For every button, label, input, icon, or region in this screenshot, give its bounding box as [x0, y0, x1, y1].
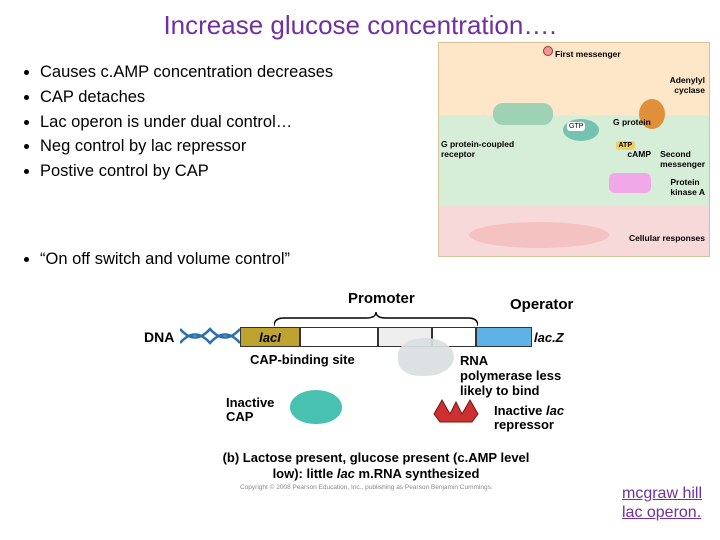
dna-helix-icon [180, 326, 240, 346]
first-messenger-icon [543, 46, 553, 56]
label-camp: cAMP [627, 149, 651, 159]
main-bullets: Causes c.AMP concentration decreases CAP… [22, 60, 333, 184]
source-link[interactable]: mcgraw hill lac operon. [622, 484, 702, 522]
label-adenylyl: Adenylyl cyclase [670, 75, 705, 95]
bullet-item: Neg control by lac repressor [40, 134, 333, 159]
segment-cap-site [300, 327, 378, 347]
label-pka: Protein kinase A [670, 177, 705, 197]
label-lacz: lac.Z [534, 330, 564, 345]
bullet-item: CAP detaches [40, 85, 333, 110]
copyright-text: Copyright © 2008 Pearson Education, Inc.… [240, 484, 493, 491]
label-rnap: RNA polymerase less likely to bind [460, 354, 561, 399]
rnap-shape [398, 338, 454, 376]
figure-caption: (b) Lactose present, glucose present (c.… [176, 450, 576, 481]
text: m.RNA synthesized [355, 466, 480, 481]
text-italic: lac [546, 403, 564, 418]
signaling-diagram: First messenger Adenylyl cyclase GTP G p… [438, 42, 710, 257]
bullet-item: Postive control by CAP [40, 159, 333, 184]
label-gtp: GTP [567, 122, 585, 131]
label-operator: Operator [510, 296, 573, 313]
operon-diagram: Promoter Operator DNA lacI lac.Z CAP-bin… [140, 290, 580, 490]
slide-title: Increase glucose concentration…. [0, 0, 720, 41]
brace-icon [274, 312, 478, 326]
quote-bullet: “On off switch and volume control” [22, 250, 290, 269]
text: (b) Lactose present, glucose present (c.… [223, 450, 530, 465]
label-cell-responses: Cellular responses [629, 233, 705, 243]
segment-lacz [476, 327, 532, 347]
inactive-repressor-shape [428, 394, 484, 424]
text: low): little [273, 466, 337, 481]
bullet-item: Causes c.AMP concentration decreases [40, 60, 333, 85]
label-gprotein: G protein [613, 117, 651, 127]
label-first-messenger: First messenger [555, 49, 621, 59]
label-dna: DNA [144, 329, 174, 345]
text: repressor [494, 417, 554, 432]
label-inactive-repressor: Inactive lac repressor [494, 404, 564, 433]
label-gpcr: G protein-coupled receptor [441, 139, 514, 159]
label-second-messenger: Second messenger [660, 149, 705, 169]
dna-track: lacI [240, 327, 532, 347]
text-italic: lac [337, 466, 355, 481]
bullet-item: Lac operon is under dual control… [40, 110, 333, 135]
receptor-shape [493, 103, 553, 125]
segment-laci: lacI [240, 327, 300, 347]
quote-text: “On off switch and volume control” [40, 250, 290, 269]
cell-response-shape [469, 222, 609, 248]
pka-shape [609, 173, 651, 193]
inactive-cap-shape [290, 390, 342, 424]
text: Inactive [494, 403, 546, 418]
label-promoter: Promoter [348, 290, 415, 307]
label-inactive-cap: Inactive CAP [226, 396, 274, 425]
label-cap-binding-site: CAP-binding site [250, 352, 355, 367]
